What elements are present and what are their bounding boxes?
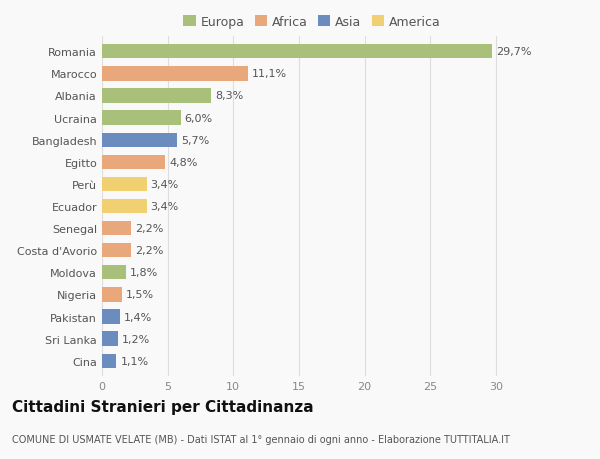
Bar	[102, 221, 131, 236]
Text: COMUNE DI USMATE VELATE (MB) - Dati ISTAT al 1° gennaio di ogni anno - Elaborazi: COMUNE DI USMATE VELATE (MB) - Dati ISTA…	[12, 434, 510, 444]
Text: 2,2%: 2,2%	[135, 224, 163, 234]
Bar	[102, 177, 146, 192]
Text: 2,2%: 2,2%	[135, 246, 163, 256]
Bar	[102, 310, 121, 324]
Bar	[102, 354, 116, 368]
Bar	[102, 111, 181, 125]
Text: 3,4%: 3,4%	[151, 202, 179, 212]
Text: 3,4%: 3,4%	[151, 179, 179, 190]
Text: 1,4%: 1,4%	[124, 312, 152, 322]
Legend: Europa, Africa, Asia, America: Europa, Africa, Asia, America	[181, 13, 443, 31]
Bar	[102, 67, 248, 81]
Text: 6,0%: 6,0%	[185, 113, 213, 123]
Bar	[102, 89, 211, 103]
Text: 8,3%: 8,3%	[215, 91, 243, 101]
Bar	[102, 133, 177, 147]
Text: Cittadini Stranieri per Cittadinanza: Cittadini Stranieri per Cittadinanza	[12, 399, 314, 414]
Bar	[102, 199, 146, 214]
Text: 29,7%: 29,7%	[496, 47, 531, 57]
Text: 11,1%: 11,1%	[251, 69, 287, 79]
Text: 1,1%: 1,1%	[121, 356, 149, 366]
Text: 4,8%: 4,8%	[169, 157, 197, 168]
Bar	[102, 288, 122, 302]
Bar	[102, 243, 131, 258]
Text: 5,7%: 5,7%	[181, 135, 209, 146]
Bar	[102, 266, 125, 280]
Text: 1,8%: 1,8%	[130, 268, 158, 278]
Text: 1,5%: 1,5%	[125, 290, 154, 300]
Bar	[102, 45, 492, 59]
Bar	[102, 332, 118, 346]
Bar	[102, 155, 165, 170]
Text: 1,2%: 1,2%	[122, 334, 150, 344]
